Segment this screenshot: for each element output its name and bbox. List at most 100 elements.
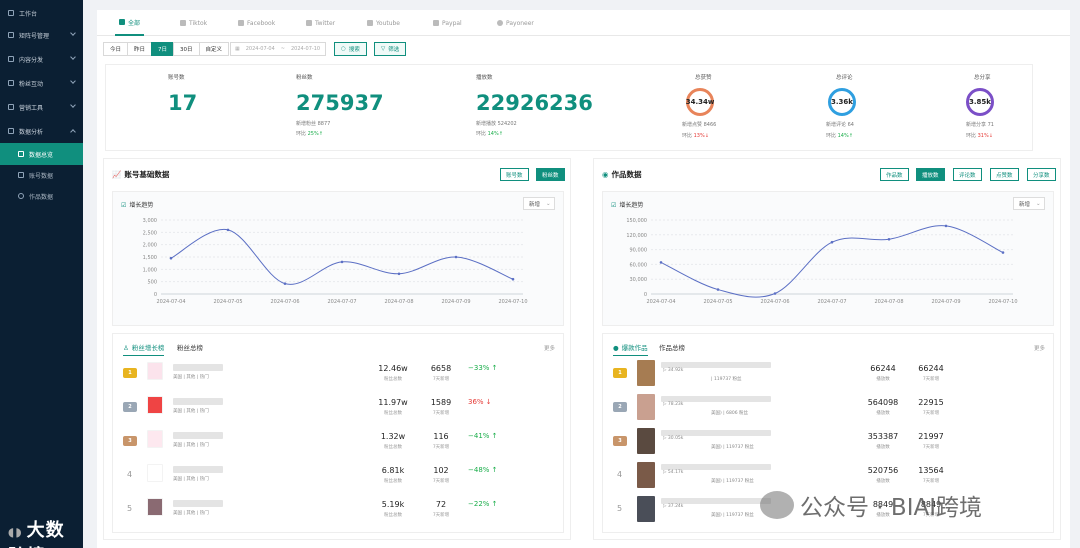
- total-label: 播放数: [876, 411, 890, 416]
- tab-paypal[interactable]: Paypal: [433, 10, 462, 36]
- tab-hot-works[interactable]: ● 爆款作品: [613, 342, 648, 356]
- work-meta: ▷ 34.92k: [663, 368, 684, 373]
- trend-type-select[interactable]: 新增 ⌄: [523, 197, 555, 210]
- sidebar-item-label: 矩阵号管理: [19, 32, 50, 40]
- work-title-blur: [661, 396, 771, 402]
- sidebar-item-works-data[interactable]: 作品数据: [0, 185, 83, 207]
- x-tick-label: 2024-07-05: [213, 299, 242, 305]
- more-link[interactable]: 更多: [1033, 346, 1045, 352]
- plays-value: 22926236: [476, 91, 593, 115]
- sidebar-item-analytics[interactable]: 数据分析: [0, 120, 83, 142]
- x-tick-label: 2024-07-07: [817, 299, 846, 305]
- works-rank-row[interactable]: 5 ▷ 37.24k 美国) | 119737 粉丝 8849 播放数 8849 …: [603, 496, 1055, 530]
- work-meta: ▷ 54.17k: [663, 470, 684, 475]
- account-tags: 美国 | 其他 | 热门: [173, 477, 209, 482]
- fans-rank-row[interactable]: 1 美国 | 其他 | 热门 12.46w 粉丝总数 6658 7天新增 −33% …: [113, 360, 565, 394]
- tab-facebook[interactable]: Facebook: [238, 10, 275, 36]
- tab-fans-total-rank[interactable]: 粉丝总榜: [177, 344, 203, 352]
- trend-check-icon: ☑: [611, 202, 617, 209]
- work-account: 美国) | 119737 粉丝: [711, 445, 754, 450]
- rank-number: 4: [127, 470, 133, 479]
- fans-rank-row[interactable]: 2 美国 | 其他 | 热门 11.97w 粉丝总数 1589 7天新增 36% ↓: [113, 394, 565, 428]
- filter-button[interactable]: ▽ 筛选: [374, 42, 407, 56]
- tab-label: Twitter: [315, 19, 336, 27]
- likes-count-button[interactable]: 点赞数: [990, 168, 1019, 181]
- works-rank-row[interactable]: 1 ▷ 34.92k | 119737 粉丝 66244 播放数 66244 7天…: [603, 360, 1055, 394]
- sidebar-item-account-data[interactable]: 账号数据: [0, 164, 83, 186]
- comments-count-button[interactable]: 评论数: [953, 168, 982, 181]
- works-icon: [18, 193, 24, 199]
- tab-label: 全部: [128, 19, 141, 27]
- fans-count-button[interactable]: 粉丝数: [536, 168, 565, 181]
- works-rank-row[interactable]: 2 ▷ 78.23k 美国) | 6806 粉丝 564098 播放数 22915…: [603, 394, 1055, 428]
- works-count-button[interactable]: 作品数: [880, 168, 909, 181]
- tab-tiktok[interactable]: Tiktok: [180, 10, 207, 36]
- range-30d-button[interactable]: 30日: [173, 42, 200, 56]
- account-avatar: [147, 464, 163, 482]
- tab-works-total-rank[interactable]: 作品总榜: [659, 344, 685, 352]
- growth-value: 72: [435, 500, 447, 509]
- fans-rank-row[interactable]: 5 美国 | 其他 | 热门 5.19k 粉丝总数 72 7天新增 −22% ↑: [113, 496, 565, 530]
- growth-value: 8849: [920, 500, 942, 509]
- plays-count-button[interactable]: 播放数: [916, 168, 945, 181]
- comments-new: 新增评论 64: [826, 122, 854, 128]
- tab-youtube[interactable]: Youtube: [367, 10, 400, 36]
- works-trend-card: ☑ 增长趋势 新增 ⌄ 0 30,000 60,000 90,000 120,000 150,…: [602, 191, 1054, 326]
- sidebar-item-label: 粉丝互动: [19, 80, 44, 88]
- ratio-value: −22% ↑: [468, 500, 498, 508]
- account-tags: 美国 | 其他 | 热门: [173, 443, 209, 448]
- sidebar-item-distribution[interactable]: 内容分发: [0, 48, 83, 70]
- more-link[interactable]: 更多: [543, 346, 555, 352]
- works-trend-data-point: [944, 224, 948, 228]
- work-account: 美国) | 119737 粉丝: [711, 479, 754, 484]
- tab-all[interactable]: 全部: [115, 10, 145, 36]
- date-start: 2024-07-04: [245, 46, 275, 52]
- tab-twitter[interactable]: Twitter: [306, 10, 335, 36]
- sidebar-item-fans[interactable]: 粉丝互动: [0, 72, 83, 94]
- range-yesterday-button[interactable]: 昨日: [127, 42, 153, 56]
- tab-fans-growth-rank[interactable]: ♙ 粉丝增长榜: [123, 342, 165, 356]
- total-label: 粉丝总数: [384, 411, 402, 416]
- total-value: 12.46w: [378, 364, 408, 373]
- sidebar-item-overview[interactable]: 数据总览: [0, 143, 83, 165]
- fans-rank-row[interactable]: 4 美国 | 其他 | 热门 6.81k 粉丝总数 102 7天新增 −48% ↑: [113, 462, 565, 496]
- sidebar-item-marketing[interactable]: 营销工具: [0, 96, 83, 118]
- shares-count-button[interactable]: 分享数: [1027, 168, 1056, 181]
- x-tick-label: 2024-07-10: [988, 299, 1017, 305]
- range-today-button[interactable]: 今日: [103, 42, 129, 56]
- total-label: 粉丝总数: [384, 479, 402, 484]
- account-trend-data-point: [169, 256, 173, 260]
- rank-medal-icon: 3: [613, 436, 627, 446]
- fans-new: 新增粉丝 8877: [296, 121, 331, 127]
- user-icon: ♙: [123, 344, 129, 352]
- total-value: 8849: [872, 500, 894, 509]
- chat-icon: [8, 80, 14, 86]
- account-count-button[interactable]: 账号数: [500, 168, 529, 181]
- works-trend-data-point: [773, 292, 777, 295]
- y-tick-label: 30,000: [630, 277, 648, 283]
- work-meta: ▷ 78.23k: [663, 402, 684, 407]
- fire-icon: ●: [613, 344, 619, 352]
- likes-value: 34.34w: [685, 98, 715, 106]
- fans-rank-row[interactable]: 3 美国 | 其他 | 热门 1.32w 粉丝总数 116 7天新增 −41% ↑: [113, 428, 565, 462]
- date-range-picker[interactable]: ▦ 2024-07-04 ~ 2024-07-10: [230, 42, 326, 56]
- works-rank-row[interactable]: 4 ▷ 54.17k 美国) | 119737 粉丝 520756 播放数 135…: [603, 462, 1055, 496]
- range-custom-button[interactable]: 自定义: [198, 42, 230, 56]
- search-button[interactable]: ○ 搜索: [334, 42, 367, 56]
- x-tick-label: 2024-07-08: [384, 299, 413, 305]
- sidebar-item-workbench[interactable]: 工作台: [0, 2, 83, 24]
- total-value: 66244: [870, 364, 896, 373]
- works-rank-row[interactable]: 3 ▷ 30.05k 美国) | 119737 粉丝 353387 播放数 219…: [603, 428, 1055, 462]
- trend-type-select[interactable]: 新增 ⌄: [1013, 197, 1045, 210]
- chevron-down-icon: [70, 54, 76, 60]
- y-tick-label: 120,000: [626, 233, 647, 239]
- range-7d-button[interactable]: 7日: [151, 42, 175, 56]
- logo-text: 大数跨境: [8, 520, 65, 548]
- payoneer-icon: [497, 20, 503, 26]
- tab-payoneer[interactable]: Payoneer: [497, 10, 534, 36]
- growth-value: 21997: [918, 432, 944, 441]
- sidebar-item-matrix[interactable]: 矩阵号管理: [0, 24, 83, 46]
- y-tick-label: 2,000: [143, 243, 157, 249]
- growth-label: 7天新增: [922, 445, 940, 450]
- total-value: 5.19k: [381, 500, 405, 509]
